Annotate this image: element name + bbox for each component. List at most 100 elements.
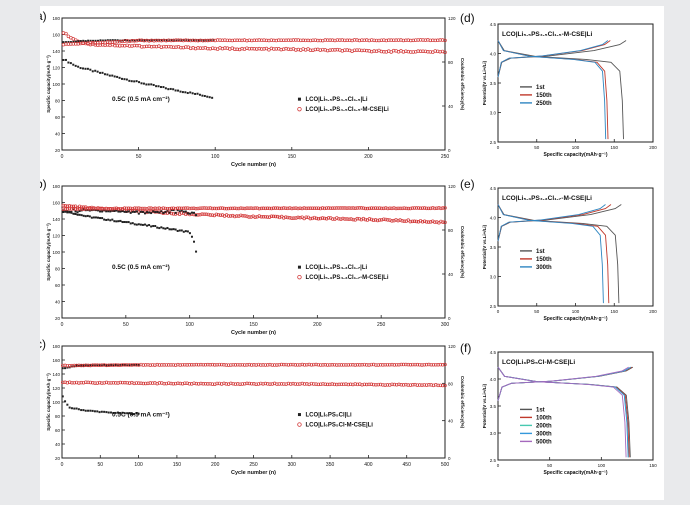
data-point (151, 206, 155, 211)
data-point (119, 39, 122, 42)
data-point (199, 362, 203, 367)
data-point (413, 38, 418, 42)
data-point (353, 382, 357, 386)
panel-label: (c) (40, 337, 46, 351)
data-point (392, 206, 396, 210)
data-point (261, 363, 265, 367)
data-point (251, 206, 255, 211)
data-point (355, 216, 359, 221)
y2-tick-label: 40 (448, 272, 454, 277)
data-point (235, 38, 239, 43)
y-tick-label: 4.5 (490, 22, 497, 27)
data-point (179, 206, 184, 211)
data-point (82, 364, 85, 367)
data-point (98, 411, 101, 414)
legend-label: 100th (536, 415, 552, 421)
data-point (89, 364, 92, 367)
x-tick-label: 200 (211, 462, 220, 468)
data-point (431, 383, 436, 388)
data-point (263, 381, 268, 386)
data-point (269, 206, 274, 211)
data-point (130, 80, 133, 83)
data-point (145, 206, 149, 211)
data-point (201, 38, 205, 43)
x-tick-label: 0 (497, 463, 500, 468)
data-point (65, 207, 70, 211)
data-point (114, 363, 117, 366)
data-point (79, 380, 83, 385)
y2-axis-label: Coulombic efficiency(%) (460, 226, 465, 279)
data-point (229, 381, 233, 386)
data-point (249, 215, 253, 219)
data-point (304, 206, 308, 211)
data-point (91, 409, 94, 412)
data-point (273, 214, 278, 219)
data-point (208, 206, 213, 210)
data-point (150, 212, 153, 215)
data-point (322, 206, 327, 211)
data-point (290, 206, 294, 211)
data-point (174, 228, 177, 231)
data-point (139, 362, 143, 367)
data-point (123, 78, 126, 81)
data-point (86, 214, 89, 217)
data-point (113, 75, 116, 78)
data-point (275, 206, 280, 210)
data-point (284, 382, 288, 386)
data-point (202, 206, 206, 210)
data-point (127, 44, 132, 48)
x-tick-label: 200 (364, 154, 373, 160)
data-point (72, 63, 75, 66)
data-point (125, 221, 128, 224)
x-tick-label: 100 (185, 322, 194, 328)
data-point (166, 381, 171, 385)
data-point (161, 206, 166, 210)
data-point (418, 38, 423, 42)
data-point (162, 381, 166, 386)
data-point (72, 363, 77, 368)
data-point (298, 215, 302, 220)
data-point (131, 39, 134, 42)
data-point (321, 363, 325, 367)
data-point (187, 382, 192, 386)
data-point (230, 206, 235, 211)
data-point (362, 382, 367, 387)
y-tick-label: 2.5 (490, 140, 497, 145)
data-point (104, 206, 108, 211)
y2-tick-label: 80 (448, 381, 454, 386)
data-point (424, 206, 429, 211)
data-point (194, 381, 199, 386)
data-point (180, 229, 183, 232)
data-point (235, 206, 239, 211)
data-point (119, 363, 122, 366)
data-point (156, 210, 159, 213)
data-point (367, 206, 372, 211)
data-point (78, 213, 81, 216)
data-point (131, 222, 134, 225)
data-point (399, 383, 404, 387)
data-point (438, 383, 443, 388)
x-tick-label: 150 (173, 462, 182, 468)
data-point (159, 206, 164, 211)
data-point (298, 363, 302, 367)
data-point (185, 381, 189, 385)
y-tick-label: 40 (55, 442, 61, 447)
data-point (343, 206, 347, 210)
data-point (107, 218, 110, 221)
data-point (424, 383, 429, 387)
data-point (320, 206, 325, 210)
data-point (413, 382, 417, 387)
data-point (158, 227, 161, 230)
data-point (154, 38, 159, 43)
data-point (77, 65, 80, 68)
data-point (210, 213, 215, 217)
discharge-curve (497, 366, 629, 458)
data-point (86, 380, 90, 385)
data-point (77, 408, 80, 411)
data-point (107, 381, 111, 385)
data-point (271, 214, 276, 219)
data-point (443, 362, 447, 367)
y-tick-label: 2.5 (490, 458, 497, 463)
data-point (162, 212, 165, 215)
data-point (408, 206, 413, 211)
